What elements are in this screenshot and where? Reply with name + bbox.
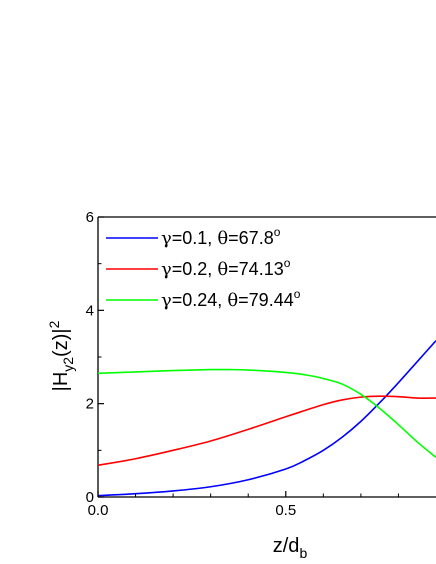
legend-label-1: γ=0.1, θ=67.8o [161,225,281,249]
series-line-1 [98,340,436,497]
y-tick-label: 0 [86,489,94,506]
y-tick-label: 2 [86,396,94,413]
x-axis-title: z/db [273,535,308,561]
series-layer [98,340,436,497]
legend: γ=0.1, θ=67.8o γ=0.2, θ=74.13o γ=0.24, θ=7… [106,225,301,311]
y-axis-title: |Hy2(z)|2 [46,320,76,391]
y-tick-label: 6 [86,209,94,226]
series-line-2 [98,395,436,467]
y-tick-label: 4 [86,302,94,319]
ticks-layer: 0 2 4 6 0.0 0.5 [86,209,399,519]
x-tick-label: 0.0 [88,502,109,519]
legend-label-3: γ=0.24, θ=79.44o [161,287,301,311]
x-tick-label: 0.5 [275,502,296,519]
legend-label-2: γ=0.2, θ=74.13o [161,256,291,280]
series-line-3 [98,368,436,458]
